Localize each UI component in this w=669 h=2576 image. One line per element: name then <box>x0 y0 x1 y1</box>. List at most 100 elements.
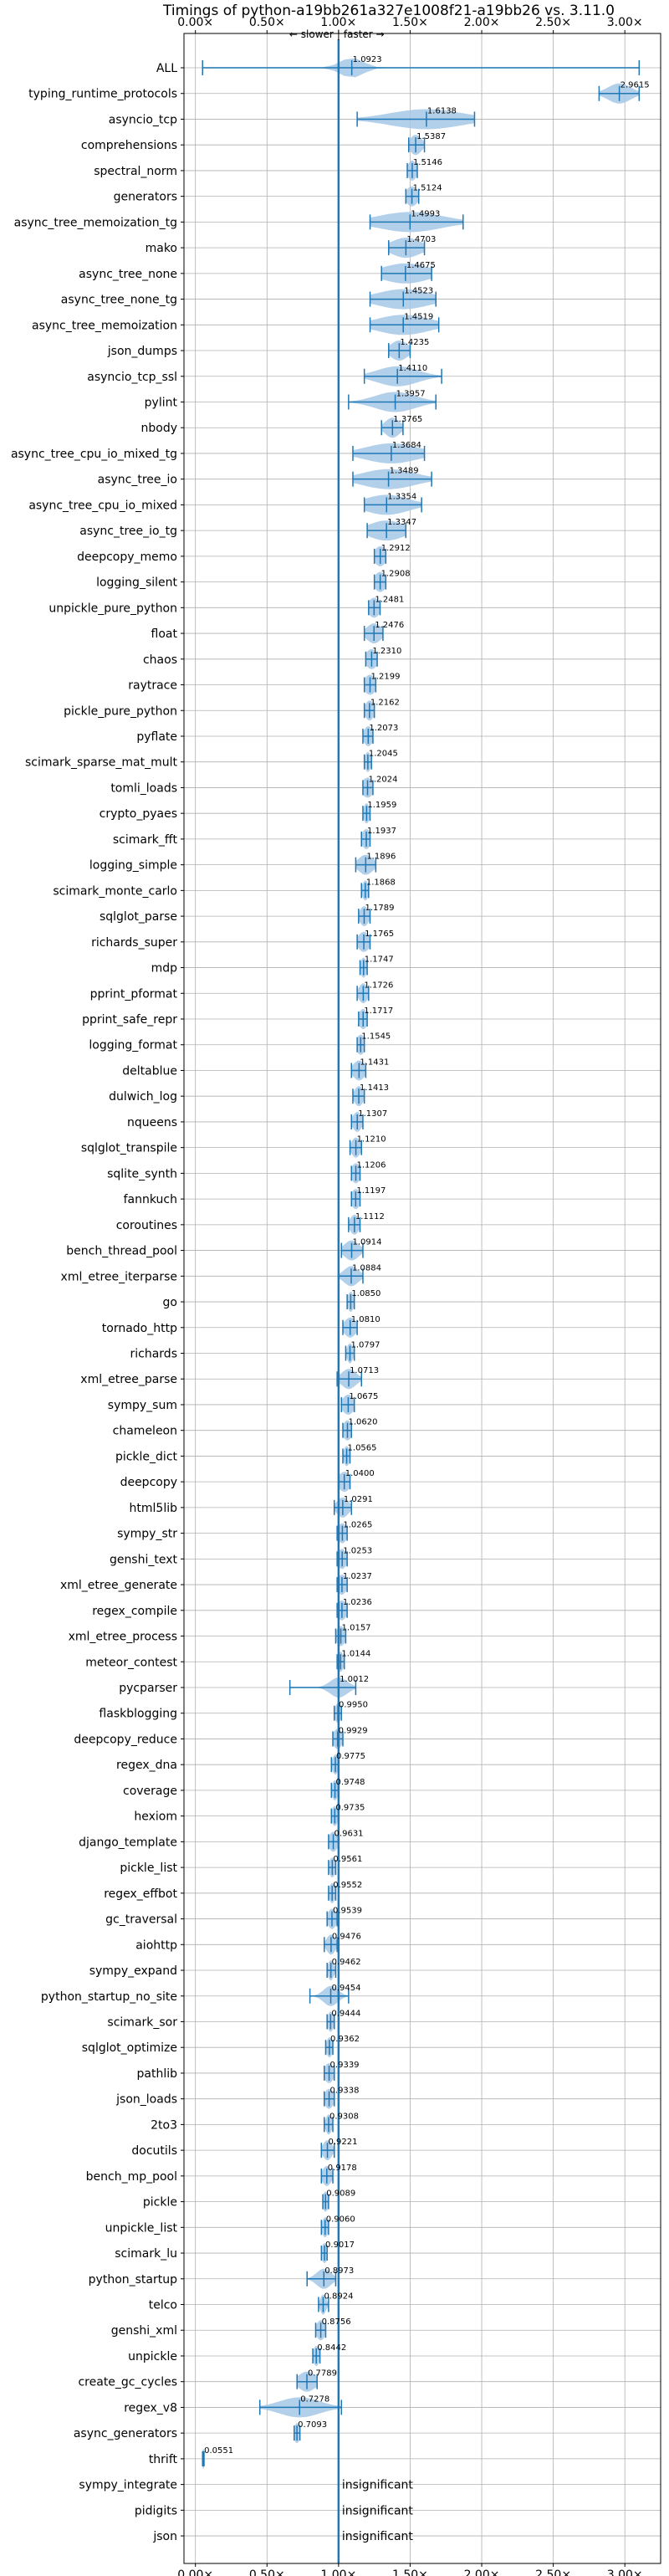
category-label: regex_compile <box>92 1605 177 1618</box>
data-label: 0.9060 <box>326 2215 355 2224</box>
category-label: async_tree_io_tg <box>79 525 177 538</box>
category-label: unpickle_pure_python <box>49 602 177 615</box>
data-label: 1.1726 <box>364 981 393 990</box>
data-label: 1.1112 <box>355 1212 385 1221</box>
data-label: 1.5124 <box>413 184 442 193</box>
insignificant-label: insignificant <box>342 2504 414 2517</box>
category-label: json_dumps <box>107 345 177 358</box>
category-label: sympy_integrate <box>79 2479 177 2492</box>
category-label: json_loads <box>115 2093 177 2107</box>
data-label: 1.0291 <box>344 1495 373 1504</box>
data-label: 1.0923 <box>353 55 382 64</box>
category-label: pathlib <box>137 2067 178 2081</box>
category-label: regex_v8 <box>124 2401 177 2415</box>
data-label: 0.9748 <box>336 1778 365 1787</box>
category-label: scimark_fft <box>113 833 178 847</box>
category-label: xml_etree_process <box>69 1631 177 1644</box>
category-label: async_tree_cpu_io_mixed <box>28 499 177 512</box>
x-tick-label-bottom: 2.00× <box>464 2568 500 2576</box>
data-label: 1.2162 <box>370 698 400 707</box>
category-label: aiohttp <box>135 1938 177 1952</box>
slower-annotation: ← slower <box>289 28 334 40</box>
data-label: 1.4523 <box>404 287 433 296</box>
data-label: 0.9017 <box>325 2241 355 2250</box>
data-label: 1.0237 <box>343 1572 372 1581</box>
data-label: 0.9444 <box>331 2009 360 2018</box>
category-label: python_startup <box>89 2273 177 2287</box>
category-label: sympy_expand <box>89 1964 177 1978</box>
data-label: 0.9929 <box>339 1726 368 1735</box>
category-label: raytrace <box>128 679 177 693</box>
category-label: pylint <box>145 396 178 409</box>
data-label: 1.0810 <box>351 1315 380 1324</box>
data-label: 1.3489 <box>390 467 419 476</box>
data-label: 0.8924 <box>324 2292 353 2302</box>
data-label: 1.0884 <box>352 1263 381 1273</box>
data-label: 0.9338 <box>330 2087 360 2096</box>
data-label: 1.0850 <box>351 1289 380 1298</box>
data-label: 1.4110 <box>398 364 427 373</box>
x-tick-label-bottom: 0.00× <box>177 2568 213 2576</box>
data-label: 0.7278 <box>300 2394 329 2404</box>
data-label: 1.2481 <box>375 595 404 604</box>
insignificant-label: insignificant <box>342 2530 414 2543</box>
data-label: 1.0675 <box>349 1392 378 1401</box>
data-label: 0.9362 <box>330 2035 360 2044</box>
data-label: 1.0797 <box>351 1341 380 1350</box>
data-label: 1.2476 <box>375 621 404 630</box>
data-label: 1.5387 <box>416 132 446 141</box>
category-label: telco <box>149 2299 177 2312</box>
data-label: 1.2908 <box>381 570 411 579</box>
category-label: deepcopy_memo <box>77 551 177 564</box>
category-label: django_template <box>79 1836 177 1849</box>
category-label: genshi_xml <box>111 2324 177 2338</box>
x-tick-label-bottom: 3.00× <box>607 2568 643 2576</box>
category-label: regex_dna <box>116 1759 177 1772</box>
category-label: 2to3 <box>151 2118 177 2132</box>
insignificant-label: insignificant <box>342 2479 414 2492</box>
category-label: dulwich_log <box>109 1090 177 1104</box>
data-label: 0.9552 <box>333 1881 362 1890</box>
data-label: 0.0551 <box>204 2446 233 2456</box>
category-label: unpickle <box>128 2350 177 2363</box>
category-label: xml_etree_parse <box>80 1373 177 1386</box>
data-label: 1.0253 <box>343 1546 372 1555</box>
category-label: richards_super <box>91 936 177 950</box>
data-label: 1.1747 <box>365 955 394 965</box>
data-label: 1.2199 <box>371 673 401 682</box>
data-label: 0.9308 <box>329 2112 359 2121</box>
data-label: 0.9178 <box>328 2164 357 2173</box>
category-label: pickle <box>143 2196 177 2210</box>
data-label: 1.1206 <box>357 1160 386 1170</box>
data-label: 1.0565 <box>348 1443 377 1452</box>
category-label: json <box>152 2530 177 2543</box>
data-label: 1.4519 <box>404 312 433 321</box>
category-label: ALL <box>156 62 177 75</box>
data-label: 1.0144 <box>341 1649 370 1658</box>
category-label: scimark_sor <box>107 2015 177 2029</box>
data-label: 0.9775 <box>336 1752 365 1761</box>
category-label: spectral_norm <box>94 165 177 178</box>
category-label: chameleon <box>113 1425 177 1438</box>
data-label: 1.4703 <box>406 235 436 244</box>
data-label: 0.9561 <box>333 1855 362 1864</box>
data-label: 1.1789 <box>365 904 394 913</box>
category-label: nbody <box>141 422 178 435</box>
data-label: 1.3957 <box>396 389 426 398</box>
data-label: 1.3347 <box>387 518 416 527</box>
category-label: mdp <box>151 962 178 976</box>
x-tick-label-top: 1.50× <box>392 16 428 29</box>
category-label: sympy_str <box>117 1528 177 1541</box>
category-label: typing_runtime_protocols <box>28 88 177 101</box>
category-label: comprehensions <box>81 139 177 152</box>
category-label: flaskblogging <box>99 1708 177 1721</box>
data-label: 1.4235 <box>400 338 429 347</box>
data-label: 1.2310 <box>372 647 401 656</box>
separator-annotation: | <box>337 28 340 40</box>
x-tick-label-top: 0.00× <box>177 16 213 29</box>
category-label: mako <box>146 242 177 255</box>
tick-layer: 0.00× 0.00× 0.50× 0.50× 1.00× 1.00× 1.50× 1.50×… <box>11 16 643 2576</box>
x-tick-label-top: 3.00× <box>607 16 643 29</box>
data-label: 1.3684 <box>392 441 421 450</box>
